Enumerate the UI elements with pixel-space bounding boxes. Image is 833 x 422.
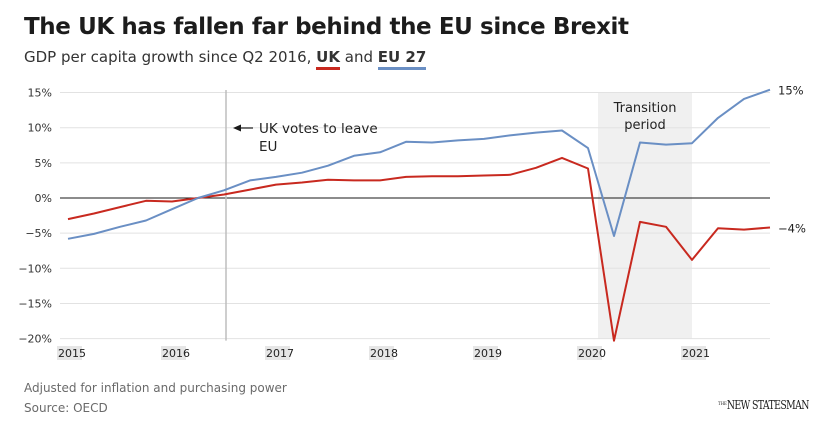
transition-period-label-line2: period xyxy=(624,118,665,133)
transition-period-label-line1: Transition xyxy=(613,101,677,116)
y-tick-label: −15% xyxy=(18,297,52,310)
footnote-adjustment: Adjusted for inflation and purchasing po… xyxy=(24,381,287,395)
footnote-source: Source: OECD xyxy=(24,401,108,415)
brexit-annotation-line1: UK votes to leave xyxy=(259,121,378,137)
transition-period-band xyxy=(598,92,692,339)
y-tick-label: −10% xyxy=(18,262,52,275)
end-label-eu-27: 15% xyxy=(778,84,804,98)
legend-eu: EU 27 xyxy=(377,48,427,70)
chart-plot: Transition period 15% 10% 5% 0% −5% −10% −15% −20… xyxy=(18,84,806,360)
end-label-uk: −4% xyxy=(778,222,806,236)
x-tick-label-bg xyxy=(369,346,394,360)
chart-subtitle: GDP per capita growth since Q2 2016, UK … xyxy=(24,48,427,70)
y-tick-label: −20% xyxy=(18,333,52,346)
brexit-annotation-line2: EU xyxy=(259,139,277,155)
series-line-uk xyxy=(67,156,771,342)
x-tick-label-bg xyxy=(57,346,82,360)
x-tick-label: 2018 xyxy=(370,347,398,360)
x-tick-label: 2015 xyxy=(58,347,86,360)
x-tick-label-bg xyxy=(161,346,186,360)
subtitle-and: and xyxy=(339,48,378,66)
y-tick-label: 5% xyxy=(35,157,52,170)
logo-the: THE xyxy=(718,401,727,407)
x-tick-label-bg xyxy=(577,346,602,360)
y-tick-label: −5% xyxy=(25,227,52,240)
chart-title: The UK has fallen far behind the EU sinc… xyxy=(24,14,629,40)
logo-name: NEW STATESMAN xyxy=(726,398,810,412)
x-tick-label-bg xyxy=(265,346,290,360)
y-tick-label: 0% xyxy=(35,192,52,205)
x-tick-label: 2019 xyxy=(474,347,502,360)
x-tick-label: 2017 xyxy=(266,347,294,360)
subtitle-prefix: GDP per capita growth since Q2 2016, xyxy=(24,48,317,66)
x-tick-label-bg xyxy=(681,346,706,360)
x-tick-label: 2020 xyxy=(578,347,606,360)
series-line-eu-27 xyxy=(67,88,771,240)
x-tick-label: 2021 xyxy=(682,347,710,360)
annotation-arrow-icon xyxy=(233,124,241,132)
new-statesman-logo: THENEW STATESMAN xyxy=(718,398,809,412)
legend-uk: UK xyxy=(316,48,340,70)
x-tick-label-bg xyxy=(473,346,498,360)
y-tick-label: 15% xyxy=(28,87,52,100)
x-tick-label: 2016 xyxy=(162,347,190,360)
y-tick-label: 10% xyxy=(28,122,52,135)
